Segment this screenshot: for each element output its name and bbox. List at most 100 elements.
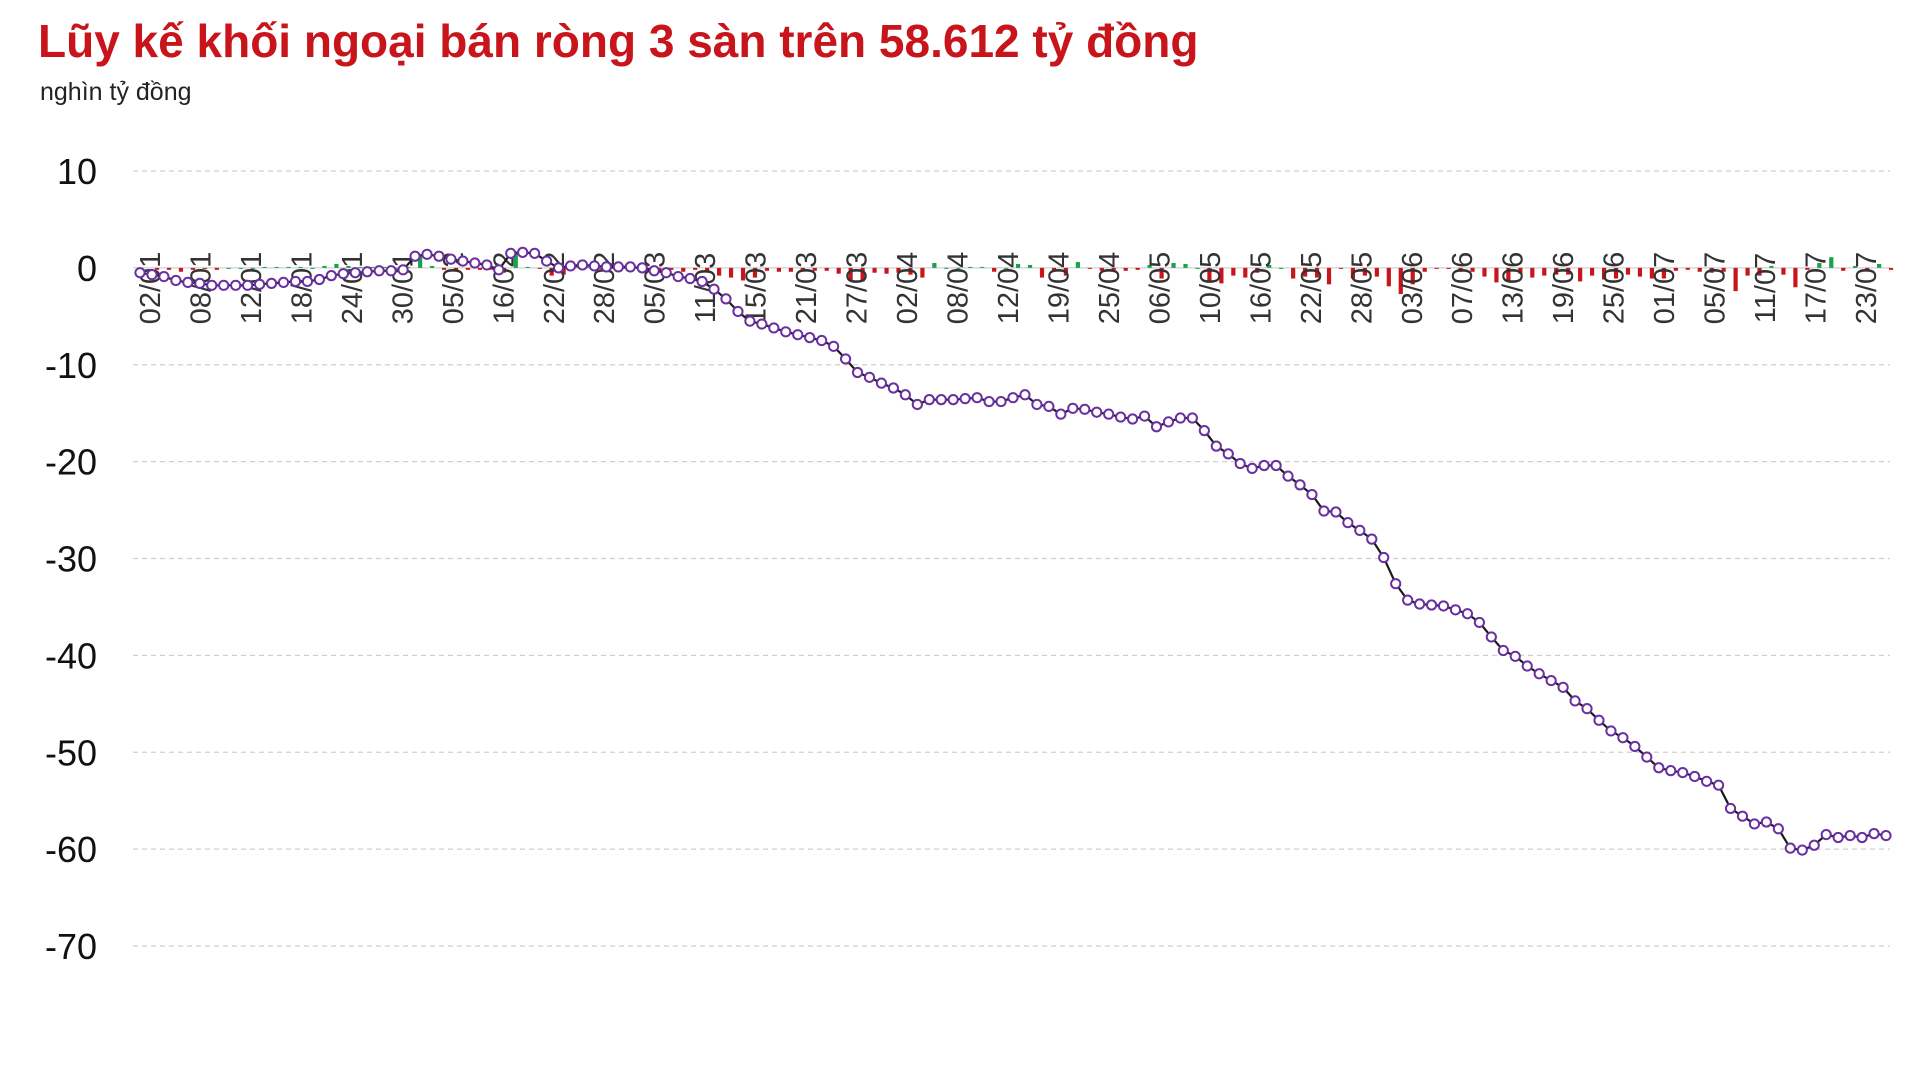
- line-point: [1103, 408, 1115, 420]
- line-point: [887, 382, 900, 394]
- line-point: [863, 371, 876, 383]
- x-tick-label: 03/06: [1397, 252, 1429, 325]
- daily-net-bar: [1231, 267, 1236, 276]
- line-point: [1270, 459, 1282, 472]
- daily-net-bar: [1482, 267, 1487, 277]
- daily-net-bar: [549, 267, 554, 276]
- line-point: [744, 315, 756, 327]
- daily-net-bar: [453, 267, 459, 271]
- line-point: [1521, 660, 1533, 672]
- daily-net-bar: [441, 267, 447, 270]
- line-point: [768, 322, 780, 334]
- y-tick-label: -10: [45, 345, 97, 386]
- daily-net-bar: [1709, 267, 1714, 273]
- x-tick-label: 11/07: [1750, 253, 1782, 323]
- y-tick-label: -50: [45, 732, 97, 773]
- line-point: [1019, 389, 1031, 401]
- line-point: [935, 394, 947, 406]
- daily-net-bar: [1015, 264, 1021, 268]
- line-point: [792, 329, 804, 341]
- daily-net-bar: [908, 267, 913, 275]
- line-point: [1210, 440, 1222, 452]
- line-point: [182, 276, 194, 289]
- line-point: [325, 270, 337, 282]
- line-point: [1414, 598, 1426, 610]
- x-tick-label: 02/01: [135, 252, 167, 325]
- line-point: [780, 326, 792, 338]
- x-tick-label: 21/03: [791, 252, 823, 325]
- line-point: [206, 279, 218, 291]
- line-point: [1665, 765, 1677, 777]
- x-tick-label: 07/06: [1447, 252, 1479, 325]
- line-point: [433, 250, 445, 262]
- daily-net-bar: [322, 265, 327, 268]
- daily-net-bar: [800, 267, 805, 271]
- line-point: [899, 389, 911, 401]
- daily-net-bar: [1685, 267, 1690, 270]
- line-point: [1820, 828, 1832, 841]
- y-tick-label: -60: [45, 829, 97, 870]
- daily-net-bar: [1578, 267, 1583, 282]
- daily-net-bar: [1314, 267, 1320, 278]
- line-point: [1712, 779, 1725, 791]
- daily-net-bar: [202, 267, 207, 269]
- line-point: [1031, 398, 1043, 411]
- daily-net-bar: [1637, 267, 1643, 277]
- line-point: [337, 268, 349, 280]
- daily-net-bar: [1207, 267, 1212, 281]
- daily-net-bar: [920, 267, 925, 278]
- y-tick-label: 10: [57, 151, 97, 192]
- daily-net-bar: [1865, 267, 1870, 270]
- x-tick-label: 22/05: [1296, 252, 1328, 325]
- x-tick-label: 27/03: [842, 252, 874, 325]
- line-point: [1701, 775, 1713, 787]
- line-point: [1653, 762, 1665, 774]
- daily-net-bar: [764, 267, 770, 271]
- line-point: [1425, 599, 1438, 611]
- x-axis: 02/0108/0112/0118/0124/0130/0105/0216/02…: [135, 252, 1883, 325]
- line-point: [1115, 411, 1127, 423]
- line-point: [1748, 818, 1761, 830]
- line-point: [636, 262, 648, 274]
- line-point: [756, 318, 768, 330]
- daily-net-bar: [681, 267, 686, 272]
- line-point: [588, 260, 601, 272]
- line-point: [648, 265, 660, 277]
- daily-net-bar: [1303, 267, 1308, 277]
- line-point: [1174, 412, 1187, 424]
- x-tick-label: 05/07: [1700, 252, 1732, 325]
- line-point: [1150, 421, 1163, 433]
- x-tick-label: 17/07: [1801, 252, 1833, 325]
- line-point: [541, 255, 553, 267]
- line-point: [373, 265, 385, 277]
- y-tick-label: -30: [45, 539, 97, 580]
- line-point: [1282, 470, 1294, 482]
- daily-net-bar: [597, 267, 602, 269]
- daily-net-bar: [728, 267, 734, 278]
- daily-net-bar: [430, 265, 435, 268]
- daily-net-bar: [872, 267, 877, 273]
- x-tick-label: 28/05: [1346, 252, 1378, 325]
- line-point: [1186, 412, 1198, 424]
- x-tick-label: 10/05: [1195, 252, 1227, 325]
- line-point: [1437, 600, 1450, 612]
- daily-net-bar: [1362, 267, 1367, 276]
- line-point: [529, 247, 541, 259]
- daily-net-bar: [968, 266, 973, 268]
- line-point: [242, 279, 254, 291]
- x-tick-label: 25/04: [1094, 252, 1126, 325]
- line-point: [385, 265, 397, 277]
- line-point: [1007, 392, 1019, 404]
- daily-net-bar: [477, 267, 483, 270]
- daily-net-bar: [1470, 267, 1475, 272]
- line-point: [1856, 831, 1868, 844]
- daily-net-bar: [1649, 267, 1654, 279]
- line-point: [696, 275, 708, 288]
- line-point: [576, 259, 589, 271]
- daily-net-bar: [1063, 267, 1069, 276]
- daily-net-bar: [1769, 265, 1774, 268]
- daily-net-bar: [1147, 264, 1152, 268]
- daily-net-bar: [992, 267, 997, 272]
- line-point: [1605, 725, 1617, 737]
